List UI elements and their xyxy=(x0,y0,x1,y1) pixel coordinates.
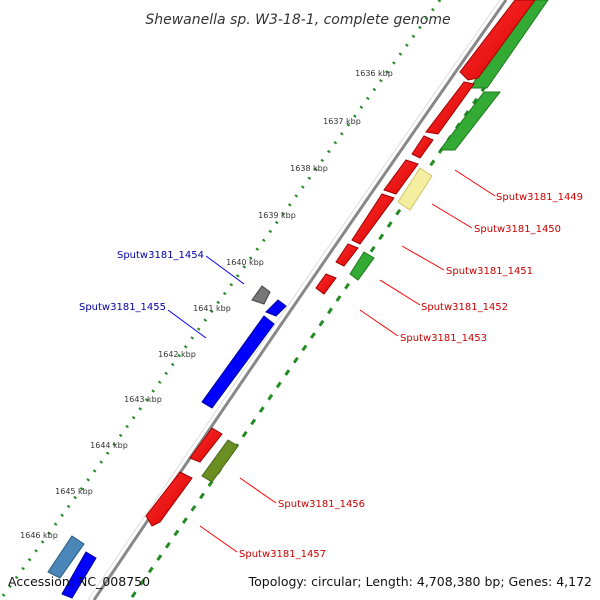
cds-1457 xyxy=(145,471,193,527)
cds-1448 xyxy=(459,0,536,81)
gene-label-1450[interactable]: Sputw3181_1450 xyxy=(474,224,561,235)
pale-feature-1450 xyxy=(397,167,433,211)
gene-label-1453[interactable]: Sputw3181_1453 xyxy=(400,333,487,344)
gene-label-1452[interactable]: Sputw3181_1452 xyxy=(421,302,508,313)
green-feature-1452 xyxy=(349,251,375,281)
cds-1453 xyxy=(315,273,337,295)
cds-1455 xyxy=(201,315,275,409)
gene-label-1449[interactable]: Sputw3181_1449 xyxy=(496,192,583,203)
tick-label: 1640 kbp xyxy=(226,258,264,267)
tick-label: 1638 kbp xyxy=(290,164,328,173)
label-leaders xyxy=(167,169,496,553)
gene-label-1455[interactable]: Sputw3181_1455 xyxy=(79,302,166,313)
cds-1451 xyxy=(351,193,395,245)
cds-1450 xyxy=(383,159,419,195)
olive-feature-1456 xyxy=(201,439,239,483)
tick-label: 1642 kbp xyxy=(158,350,196,359)
cds-1452 xyxy=(335,243,359,267)
summary-label: Topology: circular; Length: 4,708,380 bp… xyxy=(248,574,592,589)
tick-label: 1641 kbp xyxy=(193,304,231,313)
tick-label: 1644 kbp xyxy=(90,441,128,450)
tick-label: 1646 kbp xyxy=(20,531,58,540)
gene-labels: Sputw3181_1449 Sputw3181_1450 Sputw3181_… xyxy=(79,192,583,560)
cds-edge xyxy=(61,551,97,599)
tick-label: 1645 kbp xyxy=(55,487,93,496)
gray-feature-1454 xyxy=(251,285,271,305)
tick-label: 1636 kbp xyxy=(355,69,393,78)
tick-labels: 1636 kbp 1637 kbp 1638 kbp 1639 kbp 1640… xyxy=(20,69,393,540)
tick-label: 1637 kbp xyxy=(323,117,361,126)
gene-label-1457[interactable]: Sputw3181_1457 xyxy=(239,549,326,560)
reverse-cds-track xyxy=(47,285,287,599)
cds-1449b xyxy=(411,135,434,159)
teal-feature xyxy=(47,535,85,579)
genome-backbone-shadow xyxy=(87,0,501,600)
tick-label: 1643 kbp xyxy=(124,395,162,404)
green-feature-2 xyxy=(438,91,502,151)
tick-label: 1639 kbp xyxy=(258,211,296,220)
gene-label-1456[interactable]: Sputw3181_1456 xyxy=(278,499,365,510)
gene-label-1454[interactable]: Sputw3181_1454 xyxy=(117,250,204,261)
cds-1456 xyxy=(189,427,223,463)
gene-label-1451[interactable]: Sputw3181_1451 xyxy=(446,266,533,277)
forward-cds-track xyxy=(145,0,536,527)
map-title: Shewanella sp. W3-18-1, complete genome xyxy=(145,12,450,28)
outer-tick-line xyxy=(128,0,547,600)
cds-1449 xyxy=(425,81,475,135)
cds-1454 xyxy=(265,299,287,317)
accession-label: Accession: NC_008750 xyxy=(8,574,150,589)
inner-tick-line xyxy=(0,0,442,600)
